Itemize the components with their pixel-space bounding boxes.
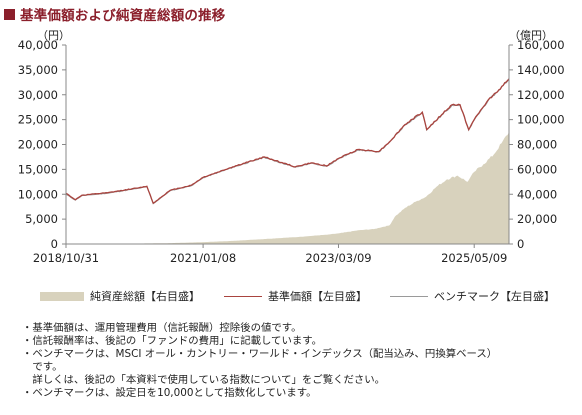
legend-item-benchmark: ベンチマーク【左目盛】 <box>390 288 555 304</box>
left-tick-label: 35,000 <box>18 63 58 77</box>
left-tick-label: 40,000 <box>18 38 58 52</box>
footnote: ・ベンチマークは、設定日を10,000として指数化しています。 <box>22 387 317 399</box>
right-tick-label: 40,000 <box>517 187 557 201</box>
x-tick-label: 2025/05/09 <box>441 251 507 265</box>
chart-title-row: 基準価額および純資産総額の推移 <box>4 3 226 25</box>
legend-label-net-assets: 純資産総額【右目盛】 <box>90 290 200 303</box>
chart-title: 基準価額および純資産総額の推移 <box>20 8 226 24</box>
right-tick-label: 140,000 <box>517 63 565 77</box>
right-tick-label: 0 <box>517 237 524 251</box>
x-tick-label: 2023/03/09 <box>305 251 371 265</box>
footnote: ・基準価額は、運用管理費用（信託報酬）控除後の値です。 <box>22 322 302 334</box>
chart-legend: 純資産総額【右目盛】 基準価額【左目盛】 ベンチマーク【左目盛】 <box>0 284 582 308</box>
legend-swatch-net-assets <box>40 291 84 301</box>
left-tick-label: 15,000 <box>18 162 58 176</box>
legend-label-benchmark: ベンチマーク【左目盛】 <box>434 290 555 303</box>
right-tick-label: 160,000 <box>517 38 565 52</box>
title-square-icon <box>4 8 15 20</box>
x-tick-label: 2021/01/08 <box>170 251 236 265</box>
legend-label-nav: 基準価額【左目盛】 <box>268 290 367 303</box>
right-tick-label: 20,000 <box>517 212 557 226</box>
series-nav-line <box>65 78 510 205</box>
left-axis-unit: （円） <box>37 29 70 42</box>
right-tick-label: 120,000 <box>517 88 565 102</box>
right-tick-label: 100,000 <box>517 113 565 127</box>
footnote: です。 <box>22 361 63 373</box>
legend-swatch-benchmark <box>390 295 428 297</box>
footnote: ・信託報酬率は、後記の「ファンドの費用」に記載しています。 <box>22 335 322 347</box>
right-axis-unit: （億円） <box>509 29 553 42</box>
footnote: 詳しくは、後記の「本資料で使用している指数について」をご覧ください。 <box>22 374 386 386</box>
x-tick-label: 2018/10/31 <box>33 251 99 265</box>
left-tick-label: 5,000 <box>25 212 58 226</box>
footnotes: ・基準価額は、運用管理費用（信託報酬）控除後の値です。 ・信託報酬率は、後記の「… <box>22 322 582 400</box>
left-tick-label: 0 <box>51 237 58 251</box>
left-tick-label: 10,000 <box>18 187 58 201</box>
legend-swatch-nav <box>224 295 262 297</box>
chart-area: 0 5,000 10,000 15,000 20,000 25,000 30,000 35,0… <box>18 29 565 265</box>
legend-item-net-assets: 純資産総額【右目盛】 <box>40 288 200 304</box>
legend-item-nav: 基準価額【左目盛】 <box>224 288 367 304</box>
right-tick-label: 80,000 <box>517 138 557 152</box>
footnote: ・ベンチマークは、MSCI オール・カントリー・ワールド・インデックス（配当込み… <box>22 348 498 360</box>
left-tick-label: 25,000 <box>18 113 58 127</box>
left-tick-label: 20,000 <box>18 138 58 152</box>
series-net-assets-area <box>66 132 509 244</box>
left-tick-label: 30,000 <box>18 88 58 102</box>
right-tick-label: 60,000 <box>517 162 557 176</box>
